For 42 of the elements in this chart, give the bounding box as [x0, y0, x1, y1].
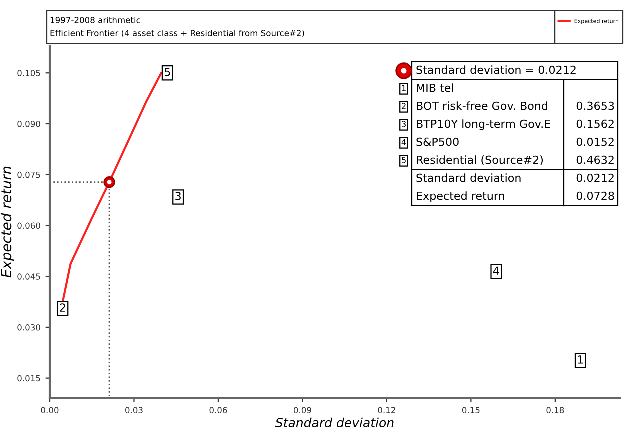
annotation: 0.1562: [576, 120, 614, 128]
annotation: Standard deviation = 0.0212: [416, 66, 576, 74]
y-tick-label: 0.045: [18, 274, 40, 280]
chart-subtitle: Efficient Frontier (4 asset class + Residential from Source#2): [50, 30, 304, 38]
annotation: 0.4632: [576, 156, 614, 164]
annotation: 0.0212: [576, 174, 614, 182]
annotation: BTP10Y long-term Gov.E: [417, 120, 550, 130]
x-tick-label: 0.18: [546, 407, 564, 414]
x-tick-label: 0.00: [41, 407, 59, 414]
x-tick-label: 0.09: [294, 407, 312, 414]
x-tick-label: 0.03: [126, 407, 143, 414]
y-tick-label: 0.075: [18, 172, 40, 178]
y-tick-label: 0.030: [18, 324, 40, 331]
chart-title: 1997-2008 arithmetic: [50, 16, 140, 24]
annotation: Expected return: [417, 192, 504, 202]
y-axis-title: Expected return: [0, 166, 14, 278]
text: 5: [402, 157, 406, 164]
annotation: S&P500: [416, 138, 459, 146]
x-tick-label: 0.12: [378, 407, 396, 414]
text: 1: [402, 85, 406, 92]
x-tick-label: 0.06: [210, 407, 228, 414]
annotation: MIB tel: [417, 84, 454, 92]
annotation: 5: [164, 68, 170, 76]
text: 3: [402, 121, 406, 128]
annotation: BOT risk-free Gov. Bond: [417, 102, 548, 110]
annotation: 0.0152: [576, 138, 614, 146]
y-tick-label: 0.015: [18, 375, 40, 382]
text: 4: [402, 139, 406, 146]
annotation: 2: [60, 304, 66, 312]
annotation: 3: [176, 192, 181, 200]
annotation: 0.3653: [576, 102, 614, 110]
y-tick-label: 0.105: [18, 70, 40, 76]
y-tick-label: 0.060: [18, 222, 40, 230]
y-tick-label: 0.090: [18, 120, 40, 128]
annotation: Residential (Source#2): [417, 156, 543, 166]
annotation: Standard deviation: [416, 174, 521, 182]
annotation: 1: [578, 356, 584, 364]
annotation: 0.0728: [576, 192, 614, 200]
text: 2: [402, 103, 406, 110]
annotation: 4: [493, 266, 500, 275]
x-tick-label: 0.15: [462, 407, 480, 414]
x-axis-title: Standard deviation: [275, 418, 394, 428]
